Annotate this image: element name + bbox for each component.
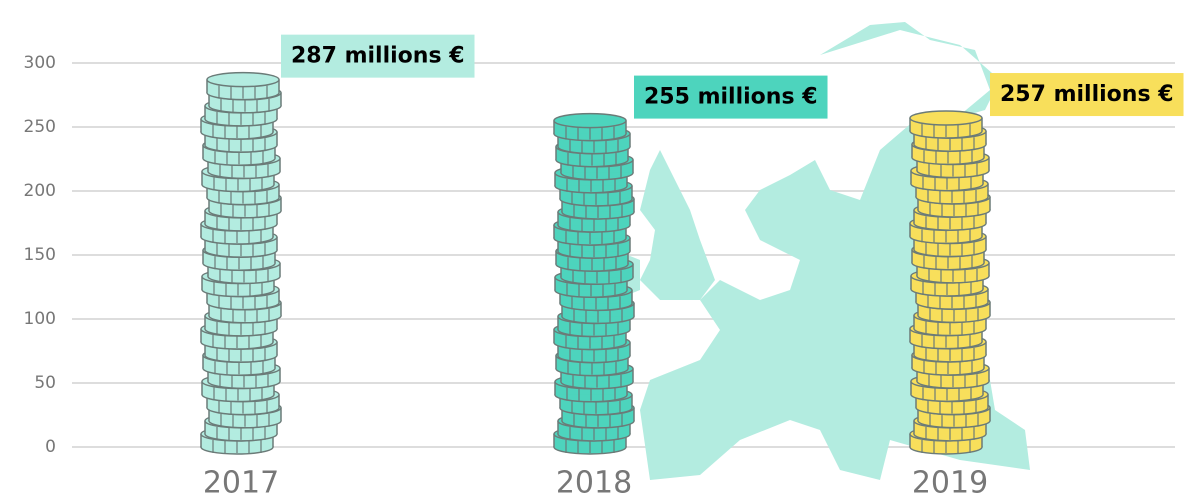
y-tick-label: 200 <box>24 181 56 201</box>
coin-stack <box>200 71 282 455</box>
value-label: 257 millions € <box>990 73 1184 117</box>
coin-face <box>206 71 280 88</box>
plot: 2017 287 millions € 2018 255 millions € 2019… <box>200 34 1184 501</box>
value-label-text: 287 millions € <box>291 44 465 69</box>
y-tick-label: 150 <box>24 245 56 265</box>
value-label-text: 257 millions € <box>1000 82 1174 107</box>
y-tick-label: 0 <box>45 437 56 457</box>
coin-face <box>909 110 983 126</box>
value-label-text: 255 millions € <box>644 85 818 110</box>
value-label: 255 millions € <box>634 75 828 119</box>
y-tick-label: 50 <box>34 373 56 393</box>
coin-stack <box>553 112 635 455</box>
value-label-box <box>281 34 475 78</box>
y-tick-label: 100 <box>24 309 56 329</box>
value-label-box <box>990 73 1184 117</box>
coin-stack <box>909 110 991 455</box>
value-label: 287 millions € <box>281 34 475 78</box>
x-tick-label: 2019 <box>912 466 988 501</box>
y-tick-label: 250 <box>24 117 56 137</box>
coin-face <box>553 112 627 129</box>
x-tick-label: 2017 <box>203 466 279 501</box>
value-label-box <box>634 75 828 119</box>
x-tick-label: 2018 <box>556 466 632 501</box>
y-tick-label: 300 <box>24 53 56 73</box>
